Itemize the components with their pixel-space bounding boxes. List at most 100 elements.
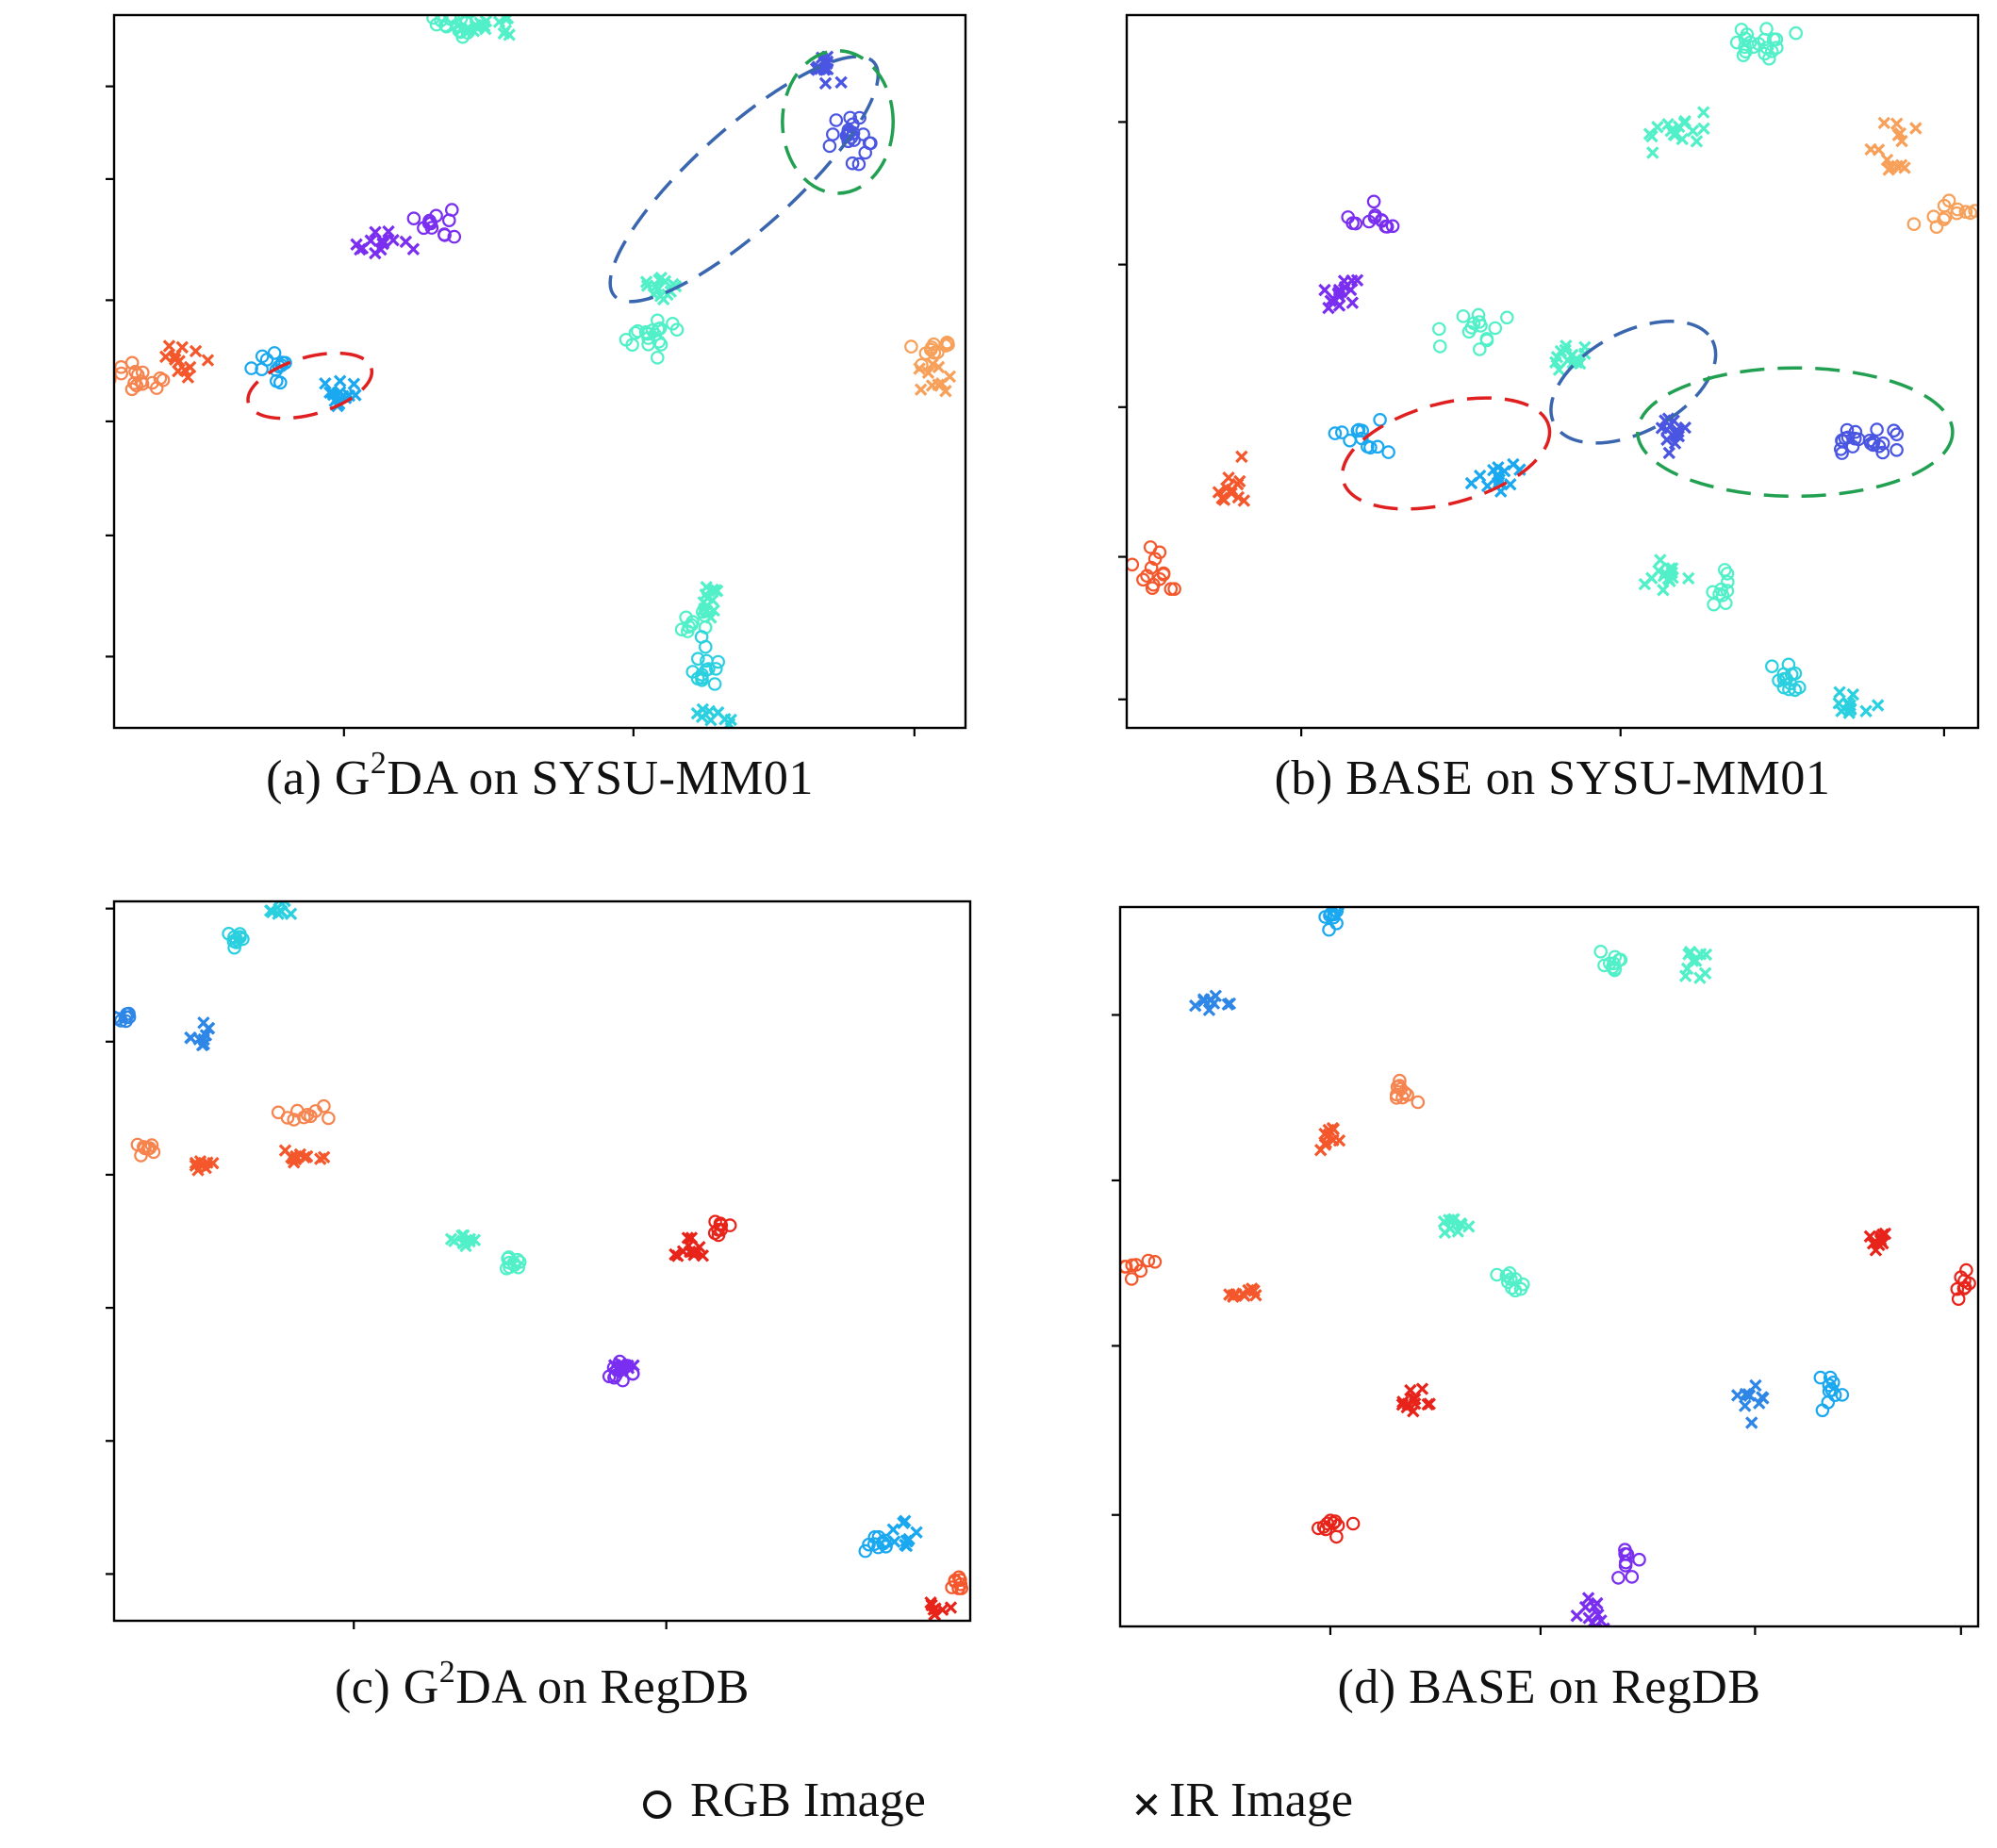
point-d-15-7: [1329, 1529, 1344, 1544]
point-b-9-13: [1845, 439, 1860, 454]
point-b-1-7: [1675, 132, 1689, 146]
point-d-4-9: [1393, 1079, 1407, 1093]
point-d-7-7: [1502, 1265, 1517, 1280]
point-b-2-4: [1890, 117, 1904, 130]
point-a-11-5: [162, 339, 176, 353]
point-a-12-11: [255, 362, 269, 376]
points-d: [1120, 907, 1976, 1626]
point-b-16-10: [1776, 667, 1791, 682]
point-b-4-11: [1368, 208, 1382, 223]
point-b-16-5: [1764, 659, 1779, 673]
point-b-12-1: [1235, 450, 1248, 464]
point-b-11-1: [1504, 478, 1517, 491]
point-d-12-7: [1745, 1416, 1758, 1429]
point-a-1-13: [501, 15, 515, 25]
point-a-11-9: [172, 364, 185, 378]
point-d-10-9: [1873, 1230, 1888, 1244]
point-d-16-7: [1625, 1570, 1640, 1584]
point-a-10-12: [128, 364, 142, 379]
point-b-6-5: [1472, 315, 1487, 329]
point-c-4-6: [300, 1108, 315, 1122]
caption-a: (a) G2DA on SYSU-MM01: [114, 748, 965, 806]
point-a-4-1: [406, 211, 421, 225]
point-c-8-7: [448, 1234, 461, 1247]
point-b-13-10: [1164, 582, 1179, 596]
point-c-4-2: [287, 1113, 301, 1127]
point-d-17-3: [1591, 1596, 1604, 1610]
point-c-9-5: [510, 1252, 525, 1267]
point-d-13-6: [1821, 1394, 1836, 1410]
point-c-11-8: [671, 1249, 685, 1262]
point-d-7-1: [1490, 1267, 1504, 1282]
point-a-3-16: [862, 136, 877, 151]
point-b-10-8: [1335, 425, 1349, 439]
point-d-13-3: [1813, 1370, 1828, 1385]
point-b-5-8: [1350, 273, 1364, 287]
point-c-0-9: [272, 907, 285, 920]
point-d-3-8: [1223, 997, 1237, 1011]
point-b-3-9: [1941, 193, 1956, 207]
point-a-13-6: [323, 386, 337, 400]
point-a-1-6: [492, 15, 506, 28]
point-d-2-5: [1693, 971, 1707, 984]
point-a-11-7: [175, 340, 189, 355]
point-b-0-16: [1734, 23, 1749, 37]
point-a-3-6: [843, 110, 857, 125]
points-a: [114, 15, 957, 728]
point-a-4-7: [417, 221, 431, 236]
point-c-17-7: [925, 1598, 938, 1612]
point-b-13-4: [1127, 557, 1140, 572]
point-b-6-6: [1472, 342, 1487, 356]
point-d-14-7: [1423, 1397, 1436, 1411]
point-c-6-5: [314, 1152, 327, 1165]
point-b-9-16: [1848, 424, 1863, 439]
point-d-17-7: [1578, 1600, 1593, 1614]
point-c-3-8: [202, 1021, 215, 1035]
point-b-2-0: [1909, 122, 1923, 135]
point-b-0-4: [1769, 41, 1784, 55]
point-d-12-5: [1730, 1389, 1744, 1402]
point-b-1-13: [1645, 129, 1659, 143]
point-c-14-7: [897, 1516, 910, 1529]
point-a-0-3: [429, 17, 444, 32]
points-c: [114, 901, 968, 1621]
point-a-9-4: [939, 385, 952, 398]
point-a-4-11: [437, 228, 452, 242]
point-a-9-7: [914, 383, 928, 396]
point-d-11-4: [1951, 1292, 1966, 1306]
point-a-17-9: [718, 713, 732, 726]
point-a-11-6: [158, 350, 173, 364]
point-d-8-6: [1147, 1254, 1163, 1269]
point-b-1-11: [1664, 124, 1677, 138]
point-d-8-5: [1141, 1253, 1156, 1268]
point-c-0-6: [275, 901, 289, 910]
point-a-12-10: [255, 349, 270, 364]
point-d-8-4: [1125, 1258, 1139, 1273]
caption-c-pre: (c) G: [334, 1660, 439, 1714]
highlight-ellipse-a-2: [246, 351, 374, 421]
point-a-3-19: [841, 134, 855, 149]
point-a-3-2: [822, 139, 837, 154]
point-b-6-12: [1432, 339, 1447, 354]
point-c-4-8: [322, 1111, 336, 1126]
point-b-12-9: [1237, 494, 1251, 507]
point-a-5-12: [369, 225, 382, 239]
point-b-1-10: [1677, 116, 1692, 130]
point-d-11-3: [1950, 1281, 1965, 1296]
point-d-1-0: [1593, 944, 1608, 959]
point-d-6-8: [1451, 1225, 1465, 1238]
point-b-3-6: [1968, 204, 1978, 218]
point-a-10-14: [156, 372, 171, 388]
point-a-13-9: [347, 377, 361, 390]
point-a-8-11: [918, 346, 933, 360]
point-a-8-7: [938, 338, 953, 353]
point-a-3-0: [825, 127, 840, 141]
point-a-15-10: [697, 608, 712, 622]
point-a-15-11: [684, 618, 699, 633]
point-a-11-11: [173, 355, 186, 368]
point-a-1-14: [462, 24, 475, 38]
point-a-12-1: [273, 375, 288, 390]
point-d-7-8: [1503, 1272, 1518, 1286]
point-b-15-9: [1720, 584, 1735, 598]
highlight-ellipse-b-1: [1549, 320, 1718, 445]
